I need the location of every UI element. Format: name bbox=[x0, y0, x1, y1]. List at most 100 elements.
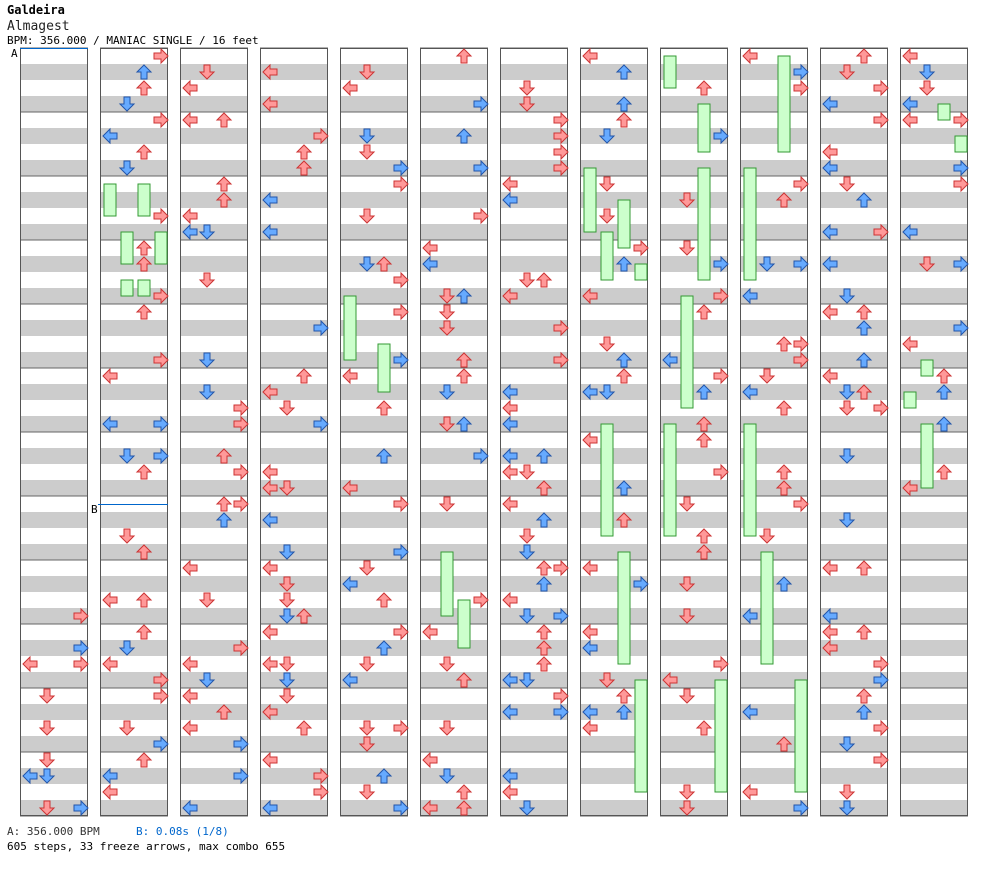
right-arrow-icon bbox=[953, 159, 969, 177]
stripe bbox=[660, 768, 728, 784]
freeze-arrow-icon bbox=[440, 551, 454, 617]
stripe bbox=[180, 608, 248, 624]
left-arrow-icon bbox=[742, 607, 758, 625]
down-arrow-icon bbox=[438, 496, 456, 512]
right-arrow-icon bbox=[793, 799, 809, 817]
stripe bbox=[500, 416, 568, 432]
stripe bbox=[180, 128, 248, 144]
left-arrow-icon bbox=[582, 287, 598, 305]
freeze-arrow-icon bbox=[714, 679, 728, 793]
stripe bbox=[580, 704, 648, 720]
up-arrow-icon bbox=[295, 608, 313, 624]
stripe bbox=[20, 192, 88, 208]
left-arrow-icon bbox=[662, 671, 678, 689]
left-arrow-icon bbox=[822, 559, 838, 577]
stripe bbox=[740, 576, 808, 592]
stripe bbox=[20, 352, 88, 368]
up-arrow-icon bbox=[135, 256, 153, 272]
stripe bbox=[900, 352, 968, 368]
down-arrow-icon bbox=[438, 416, 456, 432]
up-arrow-icon bbox=[695, 528, 713, 544]
right-arrow-icon bbox=[553, 703, 569, 721]
left-arrow-icon bbox=[902, 479, 918, 497]
stripe bbox=[900, 448, 968, 464]
right-arrow-icon bbox=[313, 767, 329, 785]
stripe bbox=[820, 128, 888, 144]
down-arrow-icon bbox=[838, 384, 856, 400]
stripe bbox=[420, 672, 488, 688]
down-arrow-icon bbox=[278, 592, 296, 608]
freeze-arrow-icon bbox=[743, 167, 757, 281]
down-arrow-icon bbox=[358, 560, 376, 576]
down-arrow-icon bbox=[678, 576, 696, 592]
stripe bbox=[500, 352, 568, 368]
down-arrow-icon bbox=[598, 128, 616, 144]
freeze-arrow-icon bbox=[680, 295, 694, 409]
right-arrow-icon bbox=[313, 127, 329, 145]
right-arrow-icon bbox=[873, 655, 889, 673]
stripe bbox=[420, 736, 488, 752]
up-arrow-icon bbox=[615, 64, 633, 80]
stripe bbox=[580, 64, 648, 80]
stripe bbox=[340, 96, 408, 112]
left-arrow-icon bbox=[822, 367, 838, 385]
stripe bbox=[660, 544, 728, 560]
stripe bbox=[660, 384, 728, 400]
stripe bbox=[100, 192, 168, 208]
marker-a-label: A bbox=[11, 47, 18, 60]
down-arrow-icon bbox=[278, 480, 296, 496]
stripe bbox=[100, 768, 168, 784]
left-arrow-icon bbox=[742, 287, 758, 305]
up-arrow-icon bbox=[455, 784, 473, 800]
down-arrow-icon bbox=[358, 736, 376, 752]
down-arrow-icon bbox=[598, 336, 616, 352]
stripe bbox=[500, 736, 568, 752]
stripe bbox=[20, 288, 88, 304]
freeze-arrow-icon bbox=[120, 279, 134, 297]
left-arrow-icon bbox=[822, 159, 838, 177]
left-arrow-icon bbox=[902, 111, 918, 129]
left-arrow-icon bbox=[262, 511, 278, 529]
right-arrow-icon bbox=[153, 207, 169, 225]
down-arrow-icon bbox=[278, 656, 296, 672]
up-arrow-icon bbox=[855, 352, 873, 368]
stripe bbox=[420, 480, 488, 496]
left-arrow-icon bbox=[502, 447, 518, 465]
stripe bbox=[260, 320, 328, 336]
stripe bbox=[20, 672, 88, 688]
up-arrow-icon bbox=[695, 544, 713, 560]
stripe bbox=[180, 736, 248, 752]
down-arrow-icon bbox=[598, 384, 616, 400]
down-arrow-icon bbox=[38, 752, 56, 768]
stripe bbox=[180, 704, 248, 720]
stripe bbox=[420, 512, 488, 528]
down-arrow-icon bbox=[758, 528, 776, 544]
right-arrow-icon bbox=[393, 175, 409, 193]
up-arrow-icon bbox=[855, 560, 873, 576]
right-arrow-icon bbox=[553, 143, 569, 161]
left-arrow-icon bbox=[342, 575, 358, 593]
left-arrow-icon bbox=[822, 223, 838, 241]
stripe bbox=[900, 384, 968, 400]
right-arrow-icon bbox=[153, 735, 169, 753]
stripe bbox=[420, 800, 488, 816]
stripe bbox=[420, 448, 488, 464]
freeze-arrow-icon bbox=[743, 423, 757, 537]
down-arrow-icon bbox=[278, 544, 296, 560]
stripe bbox=[500, 192, 568, 208]
stripe bbox=[900, 128, 968, 144]
stripe bbox=[660, 352, 728, 368]
up-arrow-icon bbox=[375, 768, 393, 784]
left-arrow-icon bbox=[182, 655, 198, 673]
down-arrow-icon bbox=[278, 608, 296, 624]
down-arrow-icon bbox=[838, 512, 856, 528]
down-arrow-icon bbox=[358, 256, 376, 272]
left-arrow-icon bbox=[262, 751, 278, 769]
up-arrow-icon bbox=[615, 368, 633, 384]
left-arrow-icon bbox=[22, 767, 38, 785]
up-arrow-icon bbox=[535, 480, 553, 496]
stripe bbox=[20, 416, 88, 432]
down-arrow-icon bbox=[38, 720, 56, 736]
freeze-arrow-icon bbox=[777, 55, 791, 153]
